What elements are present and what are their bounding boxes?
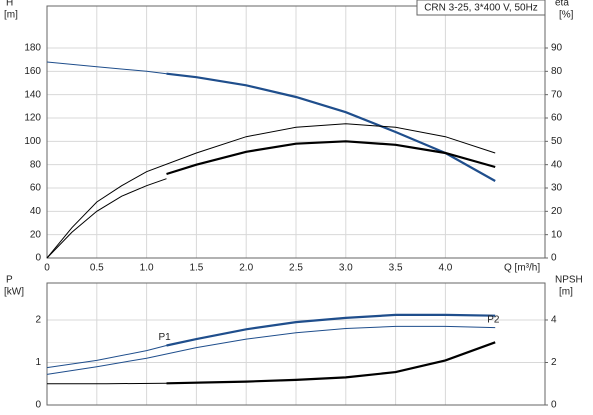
y-tick-label: 2 — [35, 315, 41, 326]
curve — [166, 341, 496, 385]
curve — [46, 123, 496, 259]
y-tick-label: 1 — [35, 357, 41, 368]
y-tick-label: 60 — [30, 183, 42, 194]
x-tick-label: 0.5 — [90, 263, 104, 274]
curve — [46, 325, 496, 375]
y2-tick-label: 40 — [551, 159, 563, 170]
y-tick-label: 180 — [24, 43, 41, 54]
y-axis-unit: [m] — [4, 10, 18, 21]
y2-tick-label: 0 — [551, 253, 557, 264]
y-tick-label: 0 — [35, 253, 41, 264]
y-tick-label: 140 — [24, 89, 41, 100]
y-tick-label: 100 — [24, 136, 41, 147]
y2-tick-label: 4 — [551, 315, 557, 326]
y-axis-label: H — [6, 0, 13, 9]
y-tick-label: 20 — [30, 229, 42, 240]
y-axis-label: P — [6, 275, 13, 286]
x-axis-label: Q [m³/h] — [504, 263, 540, 274]
y2-tick-label: 50 — [551, 136, 563, 147]
curve — [46, 345, 167, 369]
y2-tick-label: 80 — [551, 66, 563, 77]
y2-tick-label: 2 — [551, 357, 557, 368]
y2-tick-label: 30 — [551, 183, 563, 194]
x-tick-label: 1.0 — [140, 263, 154, 274]
y2-tick-label: 60 — [551, 113, 563, 124]
y-tick-label: 80 — [30, 159, 42, 170]
x-tick-label: 4.0 — [438, 263, 452, 274]
y2-tick-label: 20 — [551, 206, 563, 217]
curve — [166, 313, 496, 347]
chart-title: CRN 3-25, 3*400 V, 50Hz — [424, 3, 538, 14]
y2-tick-label: 70 — [551, 89, 563, 100]
y-tick-label: 0 — [35, 400, 41, 411]
x-tick-label: 3.5 — [389, 263, 403, 274]
y2-tick-label: 0 — [551, 400, 557, 411]
curve — [166, 140, 496, 176]
x-tick-label: 0 — [44, 263, 50, 274]
x-tick-label: 2.5 — [289, 263, 303, 274]
y-tick-label: 120 — [24, 113, 41, 124]
x-tick-label: 1.5 — [189, 263, 203, 274]
curve — [166, 72, 496, 182]
y2-axis-label: eta — [555, 0, 569, 9]
plot-frame — [46, 282, 546, 406]
y-axis-unit: [kW] — [4, 287, 24, 298]
y2-tick-label: 90 — [551, 43, 563, 54]
y2-axis-unit: [%] — [559, 10, 574, 21]
series-label: P1 — [159, 332, 172, 343]
y2-tick-label: 10 — [551, 229, 563, 240]
curve — [46, 61, 167, 75]
x-tick-label: 3.0 — [339, 263, 353, 274]
y-tick-label: 40 — [30, 206, 42, 217]
y2-axis-unit: [m] — [559, 287, 573, 298]
series-label: P2 — [487, 314, 500, 325]
title-box — [416, 0, 546, 16]
curve — [46, 178, 167, 259]
x-tick-label: 2.0 — [239, 263, 253, 274]
y-tick-label: 160 — [24, 66, 41, 77]
y2-axis-label: NPSH — [555, 275, 583, 286]
plot-frame — [46, 5, 546, 259]
